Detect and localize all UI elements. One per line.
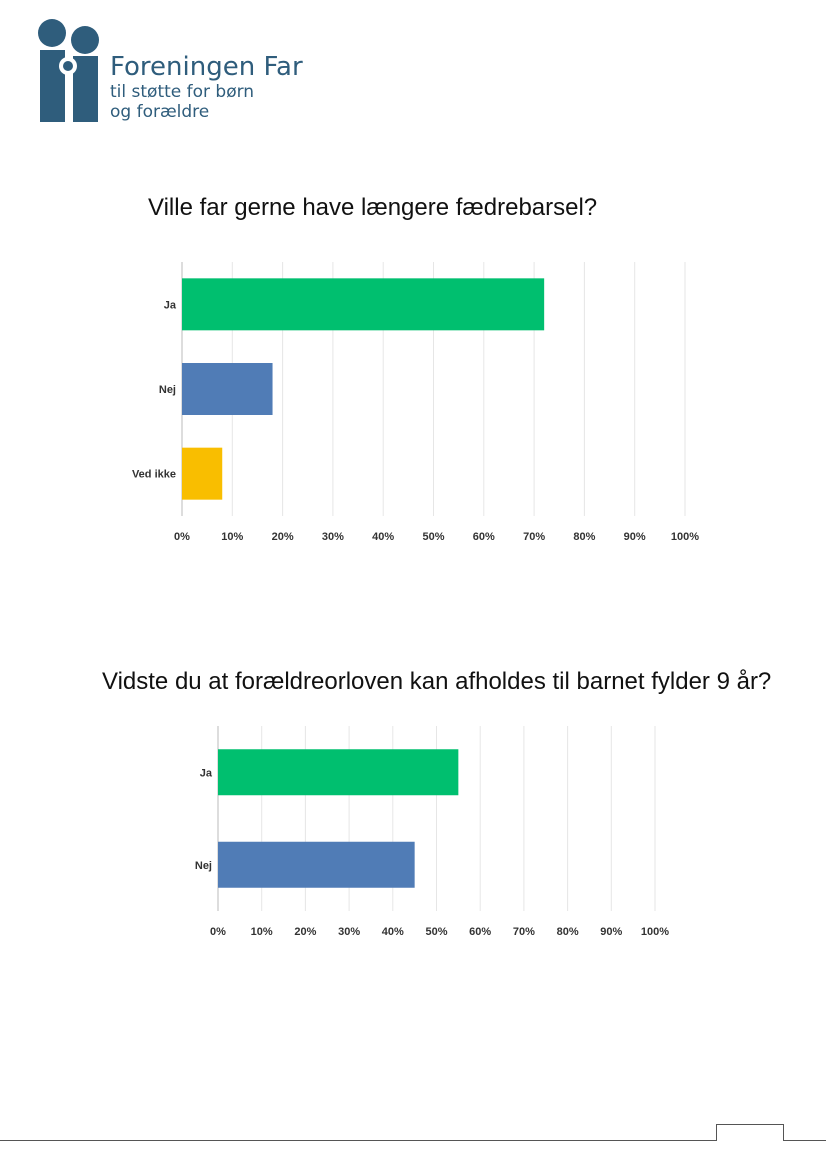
chart-1-category-label: Ja — [164, 299, 177, 311]
chart-2-tick-label: 100% — [641, 926, 669, 938]
chart-1-tick-label: 50% — [422, 531, 444, 543]
chart-1-tick-label: 60% — [473, 531, 495, 543]
chart-1-tick-label: 20% — [272, 531, 294, 543]
chart-2-tick-label: 10% — [251, 926, 273, 938]
chart-2-tick-label: 50% — [425, 926, 447, 938]
chart-2-tick-label: 90% — [600, 926, 622, 938]
chart-1-tick-label: 80% — [573, 531, 595, 543]
chart-1-tick-label: 100% — [671, 531, 699, 543]
page-number-box — [716, 1124, 784, 1141]
chart-2-category-label: Ja — [200, 767, 213, 779]
chart-1-category-label: Nej — [159, 384, 176, 396]
logo-text: Foreningen Far til støtte for børn og fo… — [110, 52, 303, 122]
chart-1-bar — [182, 363, 273, 415]
foreningen-far-logo: Foreningen Far til støtte for børn og fo… — [38, 18, 338, 128]
chart-1-bar — [182, 447, 223, 500]
chart-2: 0% 10% 20% 30% 40% 50% 60% 70% 80% 90% 100% Ja Nej — [195, 726, 669, 938]
logo-tagline-1: til støtte for børn — [110, 82, 255, 102]
chart-1: 0% 10% 20% 30% 40% 50% 60% 70% 80% 90% 100% Ja Nej Ve… — [132, 262, 699, 543]
chart-2-title: Vidste du at forældreorloven kan afholde… — [102, 668, 772, 695]
chart-2-tick-label: 40% — [382, 926, 404, 938]
chart-1-tick-label: 10% — [221, 531, 243, 543]
chart-1-tick-label: 70% — [523, 531, 545, 543]
chart-2-tick-label: 60% — [469, 926, 491, 938]
chart-1-tick-label: 90% — [624, 531, 646, 543]
logo-figure-icon — [38, 19, 99, 122]
chart-2-category-label: Nej — [195, 860, 212, 872]
chart-2-bar — [218, 749, 459, 796]
chart-2-bar — [218, 841, 415, 888]
chart-1-tick-label: 30% — [322, 531, 344, 543]
logo-name: Foreningen Far — [110, 52, 303, 82]
chart-1-bar — [182, 278, 545, 331]
chart-2-tick-label: 70% — [513, 926, 535, 938]
chart-2-tick-label: 0% — [210, 926, 226, 938]
chart-2-tick-label: 20% — [294, 926, 316, 938]
chart-2-tick-label: 30% — [338, 926, 360, 938]
chart-2-tick-label: 80% — [557, 926, 579, 938]
chart-1-title: Ville far gerne have længere fædrebarsel… — [148, 194, 598, 221]
chart-1-tick-label: 0% — [174, 531, 190, 543]
logo-tagline-2: og forældre — [110, 102, 210, 122]
chart-1-category-label: Ved ikke — [132, 469, 176, 481]
footer-line — [0, 1140, 826, 1141]
chart-1-tick-label: 40% — [372, 531, 394, 543]
